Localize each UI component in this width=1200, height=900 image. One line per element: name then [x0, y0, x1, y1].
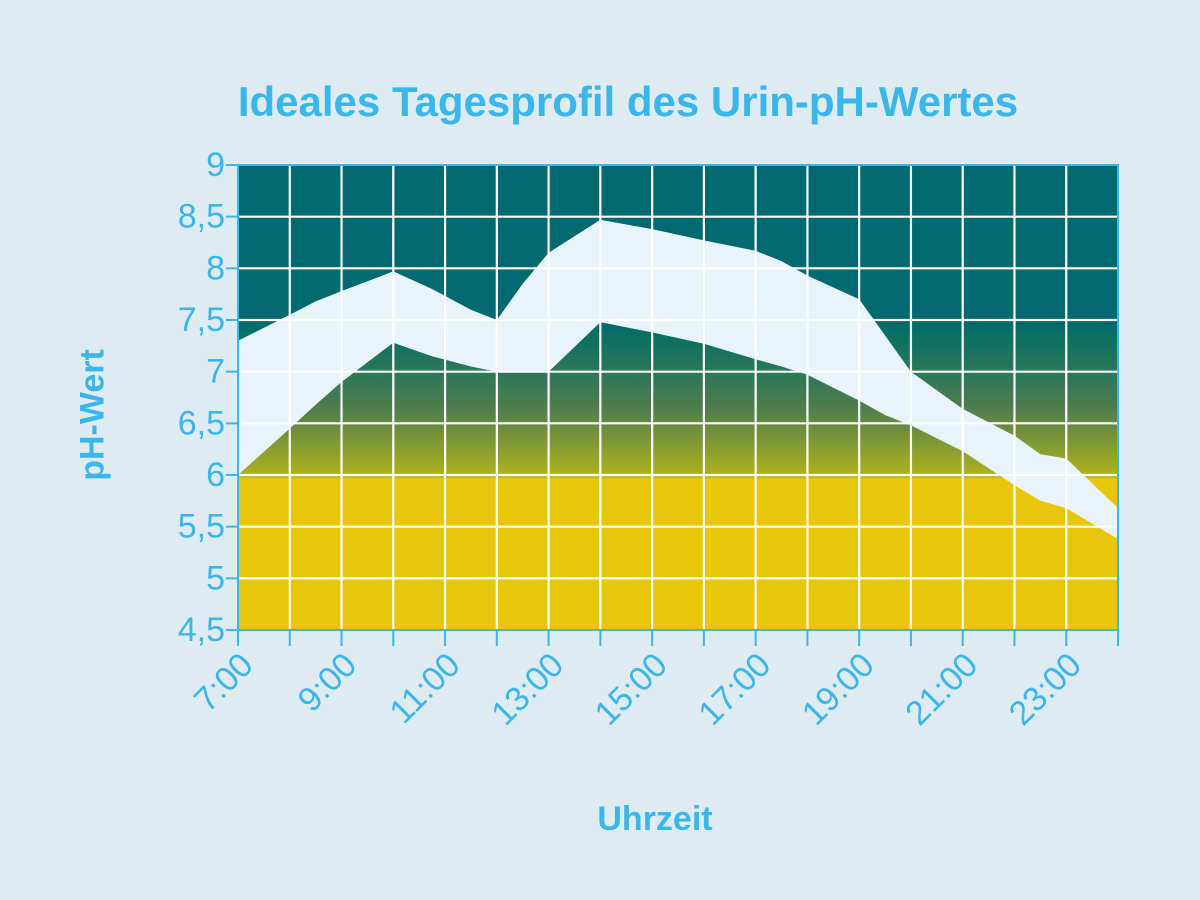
- y-axis-label: pH-Wert: [73, 349, 112, 481]
- y-tick-label: 7: [206, 353, 225, 391]
- y-tick-label: 6: [206, 456, 225, 494]
- y-tick-label: 9: [206, 146, 225, 184]
- y-tick-label: 5: [206, 559, 225, 597]
- x-tick-label: 11:00: [382, 646, 467, 731]
- plot-frame: [237, 164, 1119, 631]
- x-tick-label: 19:00: [795, 646, 882, 733]
- y-tick-label: 4,5: [178, 611, 225, 649]
- x-tick-label: 9:00: [290, 646, 364, 720]
- y-tick-label: 5,5: [178, 508, 225, 546]
- x-tick-label: 23:00: [1002, 646, 1089, 733]
- y-tick-label: 8,5: [178, 198, 225, 236]
- y-tick-label: 7,5: [178, 301, 225, 339]
- x-axis-label: Uhrzeit: [597, 800, 713, 838]
- x-tick-label: 15:00: [588, 646, 675, 733]
- x-tick-label: 17:00: [691, 646, 778, 733]
- x-tick-label: 21:00: [898, 646, 985, 733]
- x-tick-label: 13:00: [484, 646, 571, 733]
- x-tick-label: 7:00: [187, 646, 261, 720]
- ideal-ph-band: [238, 219, 1118, 540]
- y-tick-label: 8: [206, 249, 225, 287]
- y-tick-label: 6,5: [178, 404, 225, 442]
- chart-title: Ideales Tagesprofil des Urin-pH-Wertes: [237, 78, 1019, 125]
